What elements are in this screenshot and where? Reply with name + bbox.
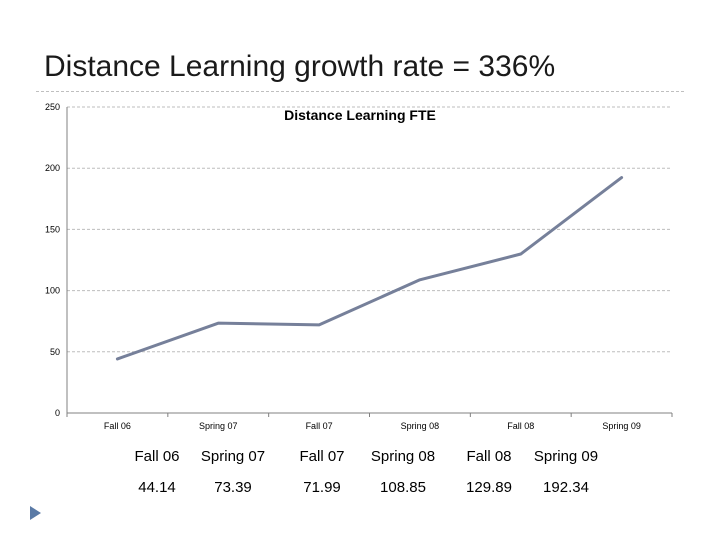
x-tick-label: Fall 08 xyxy=(507,421,534,431)
title-divider xyxy=(36,91,684,92)
y-tick-label: 50 xyxy=(50,347,60,357)
x-tick-label: Fall 06 xyxy=(104,421,131,431)
bullet-triangle-icon xyxy=(30,506,41,520)
series-line xyxy=(115,176,624,361)
chart-series xyxy=(115,176,624,361)
y-axis-ticks: 0 50 100 150 200 250 xyxy=(45,102,60,418)
chart-axes xyxy=(66,107,673,417)
y-tick-label: 150 xyxy=(45,224,60,234)
x-tick-label: Spring 07 xyxy=(199,421,238,431)
y-tick-label: 100 xyxy=(45,286,60,296)
y-tick-label: 0 xyxy=(55,408,60,418)
y-tick-label: 200 xyxy=(45,163,60,173)
x-tick-label: Spring 08 xyxy=(401,421,440,431)
x-axis-ticks: Fall 06 Spring 07 Fall 07 Spring 08 Fall 08 S… xyxy=(104,421,641,431)
chart-gridlines xyxy=(67,106,672,353)
chart-title: Distance Learning FTE xyxy=(284,107,436,123)
x-tick-label: Spring 09 xyxy=(602,421,641,431)
y-tick-label: 250 xyxy=(45,102,60,112)
x-tick-label: Fall 07 xyxy=(306,421,333,431)
slide-title: Distance Learning growth rate = 336% xyxy=(44,50,556,83)
